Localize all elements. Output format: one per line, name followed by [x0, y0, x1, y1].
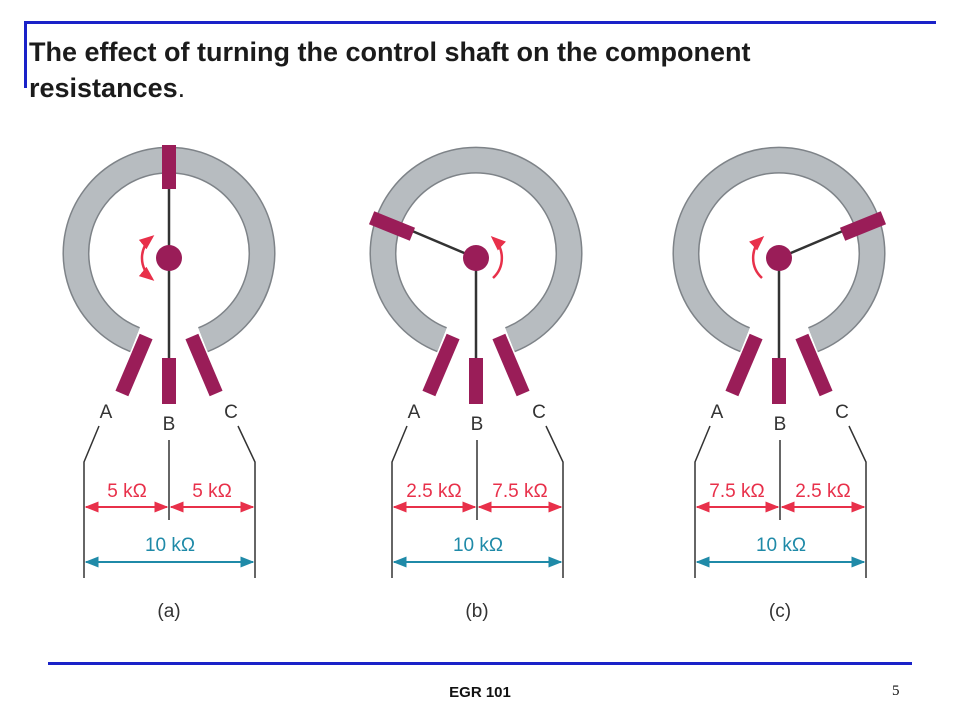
right-resistance-label: 2.5 kΩ — [795, 481, 850, 502]
terminal-c-label: C — [835, 402, 849, 423]
diagram-a: A B C 5 kΩ 5 kΩ 10 kΩ (a) — [62, 145, 276, 622]
diagram-c: A B C 7.5 kΩ 2.5 kΩ 10 kΩ (c) — [672, 146, 887, 622]
control-shaft — [156, 245, 182, 271]
terminal-a-label: A — [100, 402, 113, 423]
lead-a — [391, 425, 408, 578]
terminal-b-label: B — [774, 414, 787, 435]
left-resistance-label: 2.5 kΩ — [406, 481, 461, 502]
terminal-a-label: A — [711, 402, 724, 423]
title-period: . — [177, 73, 186, 103]
total-resistance-label: 10 kΩ — [145, 535, 195, 556]
terminal-a — [725, 333, 763, 397]
diagram-label: (c) — [769, 601, 791, 622]
slide-title: The effect of turning the control shaft … — [29, 34, 929, 106]
lead-a — [83, 425, 100, 578]
title-line-1: The effect of turning the control shaft … — [29, 37, 751, 67]
resistive-ring — [371, 148, 581, 351]
terminal-c — [795, 333, 833, 397]
title-line-2: resistances — [29, 73, 178, 103]
right-resistance-label: 7.5 kΩ — [492, 481, 547, 502]
wiper-contact — [162, 145, 176, 189]
footer-rule — [48, 662, 912, 665]
terminal-c — [492, 333, 530, 397]
left-resistance-label: 7.5 kΩ — [709, 481, 764, 502]
right-resistance-label: 5 kΩ — [192, 481, 232, 502]
lead-c — [545, 425, 564, 578]
control-shaft — [463, 245, 489, 271]
lead-a — [694, 425, 711, 578]
diagram-label: (a) — [157, 601, 180, 622]
resistive-ring — [674, 148, 884, 351]
lead-c — [237, 425, 256, 578]
wiper-contact — [368, 211, 416, 241]
page-number: 5 — [892, 683, 900, 699]
total-resistance-label: 10 kΩ — [453, 535, 503, 556]
terminal-b — [162, 358, 176, 404]
diagram-b: A B C 2.5 kΩ 7.5 kΩ 10 kΩ (b) — [368, 146, 583, 622]
terminal-c-label: C — [532, 402, 546, 423]
total-resistance-label: 10 kΩ — [756, 535, 806, 556]
rotation-arrow — [749, 235, 765, 279]
terminal-a — [115, 333, 153, 397]
wiper-contact — [839, 211, 887, 241]
terminal-a — [422, 333, 460, 397]
terminal-a-label: A — [408, 402, 421, 423]
left-rule — [24, 21, 27, 88]
rotation-arrow — [138, 235, 155, 281]
rotation-arrow — [490, 235, 506, 279]
terminal-b-label: B — [163, 414, 176, 435]
left-resistance-label: 5 kΩ — [107, 481, 147, 502]
terminal-b-label: B — [471, 414, 484, 435]
control-shaft — [766, 245, 792, 271]
terminal-b — [772, 358, 786, 404]
terminal-b — [469, 358, 483, 404]
terminal-c-label: C — [224, 402, 238, 423]
terminal-c — [185, 333, 223, 397]
top-rule — [24, 21, 936, 24]
footer-course-label: EGR 101 — [449, 684, 511, 701]
diagram-label: (b) — [465, 601, 488, 622]
lead-c — [848, 425, 867, 578]
